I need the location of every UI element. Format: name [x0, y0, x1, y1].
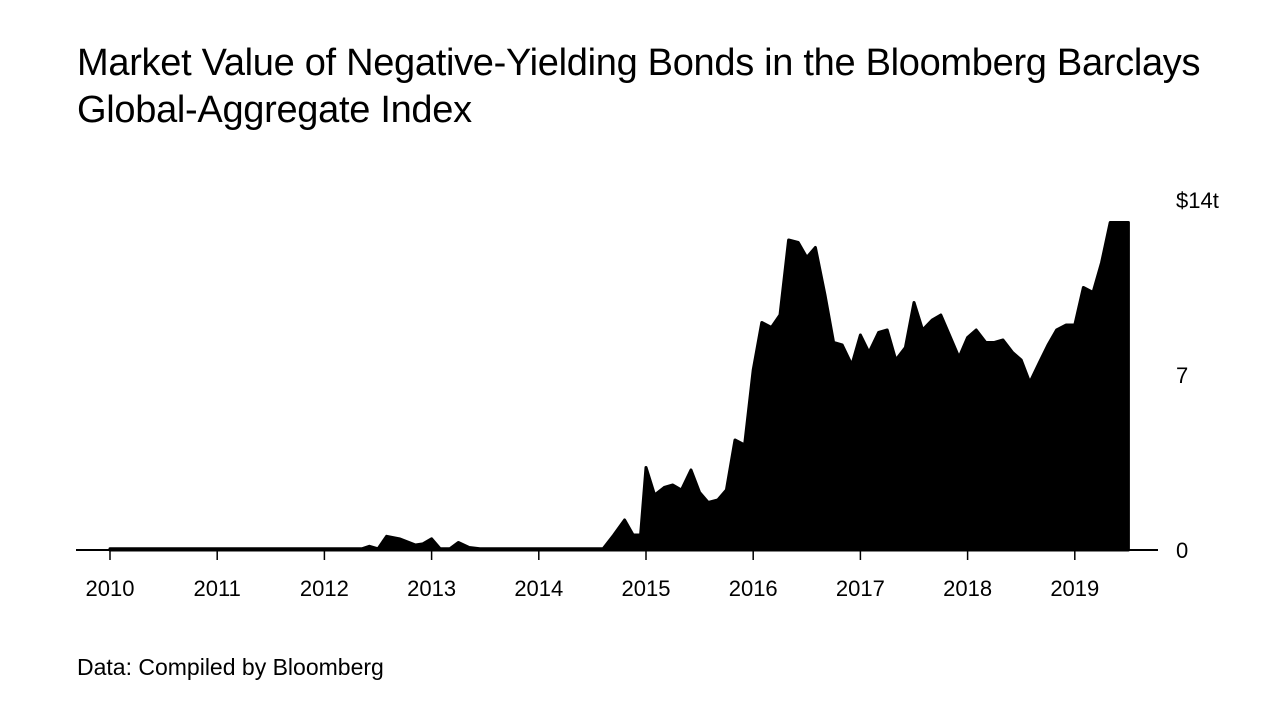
area-layer: [108, 221, 1130, 552]
y-axis-ticks: 0 7 $14t: [1176, 188, 1219, 563]
source-note: Data: Compiled by Bloomberg: [77, 654, 384, 680]
x-axis-ticks: 2010 2011 2012 2013 2014 2015 2016 2017 2018 2019: [86, 550, 1099, 601]
y-tick-label: 0: [1176, 538, 1188, 563]
x-tick-label: 2013: [407, 576, 456, 601]
x-tick-label: 2015: [622, 576, 671, 601]
x-tick-label: 2011: [194, 576, 241, 601]
x-tick-label: 2017: [836, 576, 885, 601]
series-area: [108, 221, 1130, 552]
x-tick-label: 2014: [514, 576, 563, 601]
x-tick-label: 2019: [1050, 576, 1099, 601]
chart-title: Market Value of Negative-Yielding Bonds …: [77, 42, 1201, 131]
y-tick-label: $14t: [1176, 188, 1219, 213]
y-tick-label: 7: [1176, 363, 1188, 388]
x-tick-label: 2018: [943, 576, 992, 601]
x-tick-label: 2012: [300, 576, 349, 601]
x-tick-label: 2016: [729, 576, 778, 601]
x-tick-label: 2010: [86, 576, 135, 601]
